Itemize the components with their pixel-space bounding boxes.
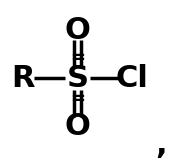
Text: R: R	[11, 64, 35, 93]
Text: ,: ,	[155, 131, 167, 160]
Text: S: S	[66, 64, 89, 93]
Text: =: =	[70, 90, 85, 108]
Text: =: =	[70, 49, 85, 66]
Text: Cl: Cl	[115, 64, 148, 93]
Text: O: O	[65, 112, 91, 141]
Text: O: O	[65, 16, 91, 45]
